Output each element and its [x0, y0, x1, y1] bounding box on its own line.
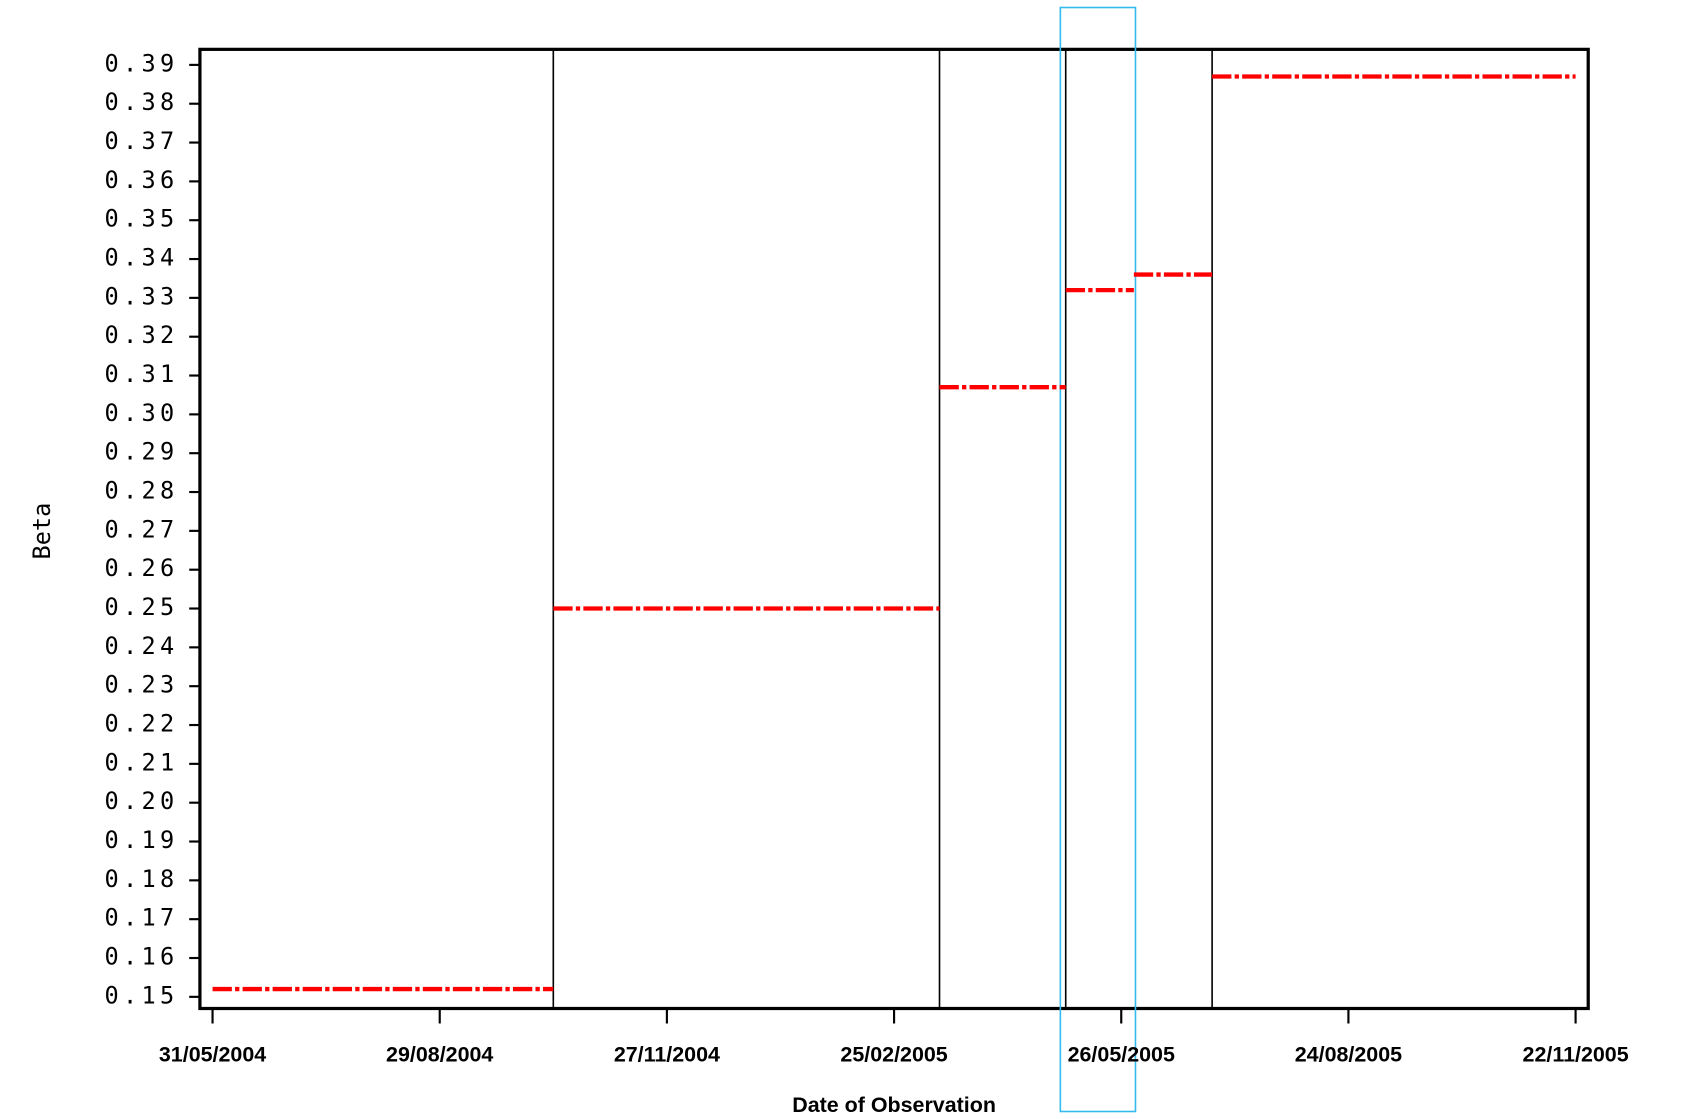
y-tick-label: 0.35 [104, 205, 178, 233]
y-tick-label: 0.20 [104, 787, 178, 815]
y-tick-label: 0.31 [104, 360, 178, 388]
y-tick-label: 0.28 [104, 477, 178, 505]
x-tick-label: 26/05/2005 [1068, 1042, 1175, 1066]
y-tick-label: 0.36 [104, 166, 178, 194]
x-tick-label: 24/08/2005 [1295, 1042, 1402, 1066]
y-tick-label: 0.16 [104, 943, 178, 971]
y-tick-label: 0.18 [104, 865, 178, 893]
y-tick-label: 0.22 [104, 710, 178, 738]
y-tick-label: 0.24 [104, 632, 178, 660]
y-tick-label: 0.17 [104, 904, 178, 932]
y-tick-label: 0.32 [104, 321, 178, 349]
x-tick-label: 29/08/2004 [386, 1042, 493, 1066]
y-tick-label: 0.23 [104, 671, 178, 699]
y-tick-label: 0.19 [104, 826, 178, 854]
y-tick-label: 0.26 [104, 554, 178, 582]
y-tick-label: 0.30 [104, 399, 178, 427]
y-tick-label: 0.33 [104, 282, 178, 310]
x-tick-label: 22/11/2005 [1523, 1042, 1629, 1066]
y-tick-label: 0.27 [104, 515, 178, 543]
highlight-box [1059, 6, 1137, 1113]
plot-frame [198, 47, 1590, 1011]
x-axis-label: Date of Observation [792, 1093, 996, 1117]
y-tick-label: 0.38 [104, 88, 178, 116]
y-tick-label: 0.25 [104, 593, 178, 621]
y-tick-label: 0.29 [104, 438, 178, 466]
y-tick-label: 0.34 [104, 244, 178, 272]
y-tick-label: 0.39 [104, 49, 178, 77]
y-axis-label: Beta [28, 503, 56, 560]
x-tick-label: 27/11/2004 [614, 1042, 720, 1066]
x-tick-label: 31/05/2004 [159, 1042, 266, 1066]
y-tick-label: 0.15 [104, 981, 178, 1009]
y-tick-label: 0.37 [104, 127, 178, 155]
y-tick-label: 0.21 [104, 748, 178, 776]
x-tick-label: 25/02/2005 [840, 1042, 947, 1066]
